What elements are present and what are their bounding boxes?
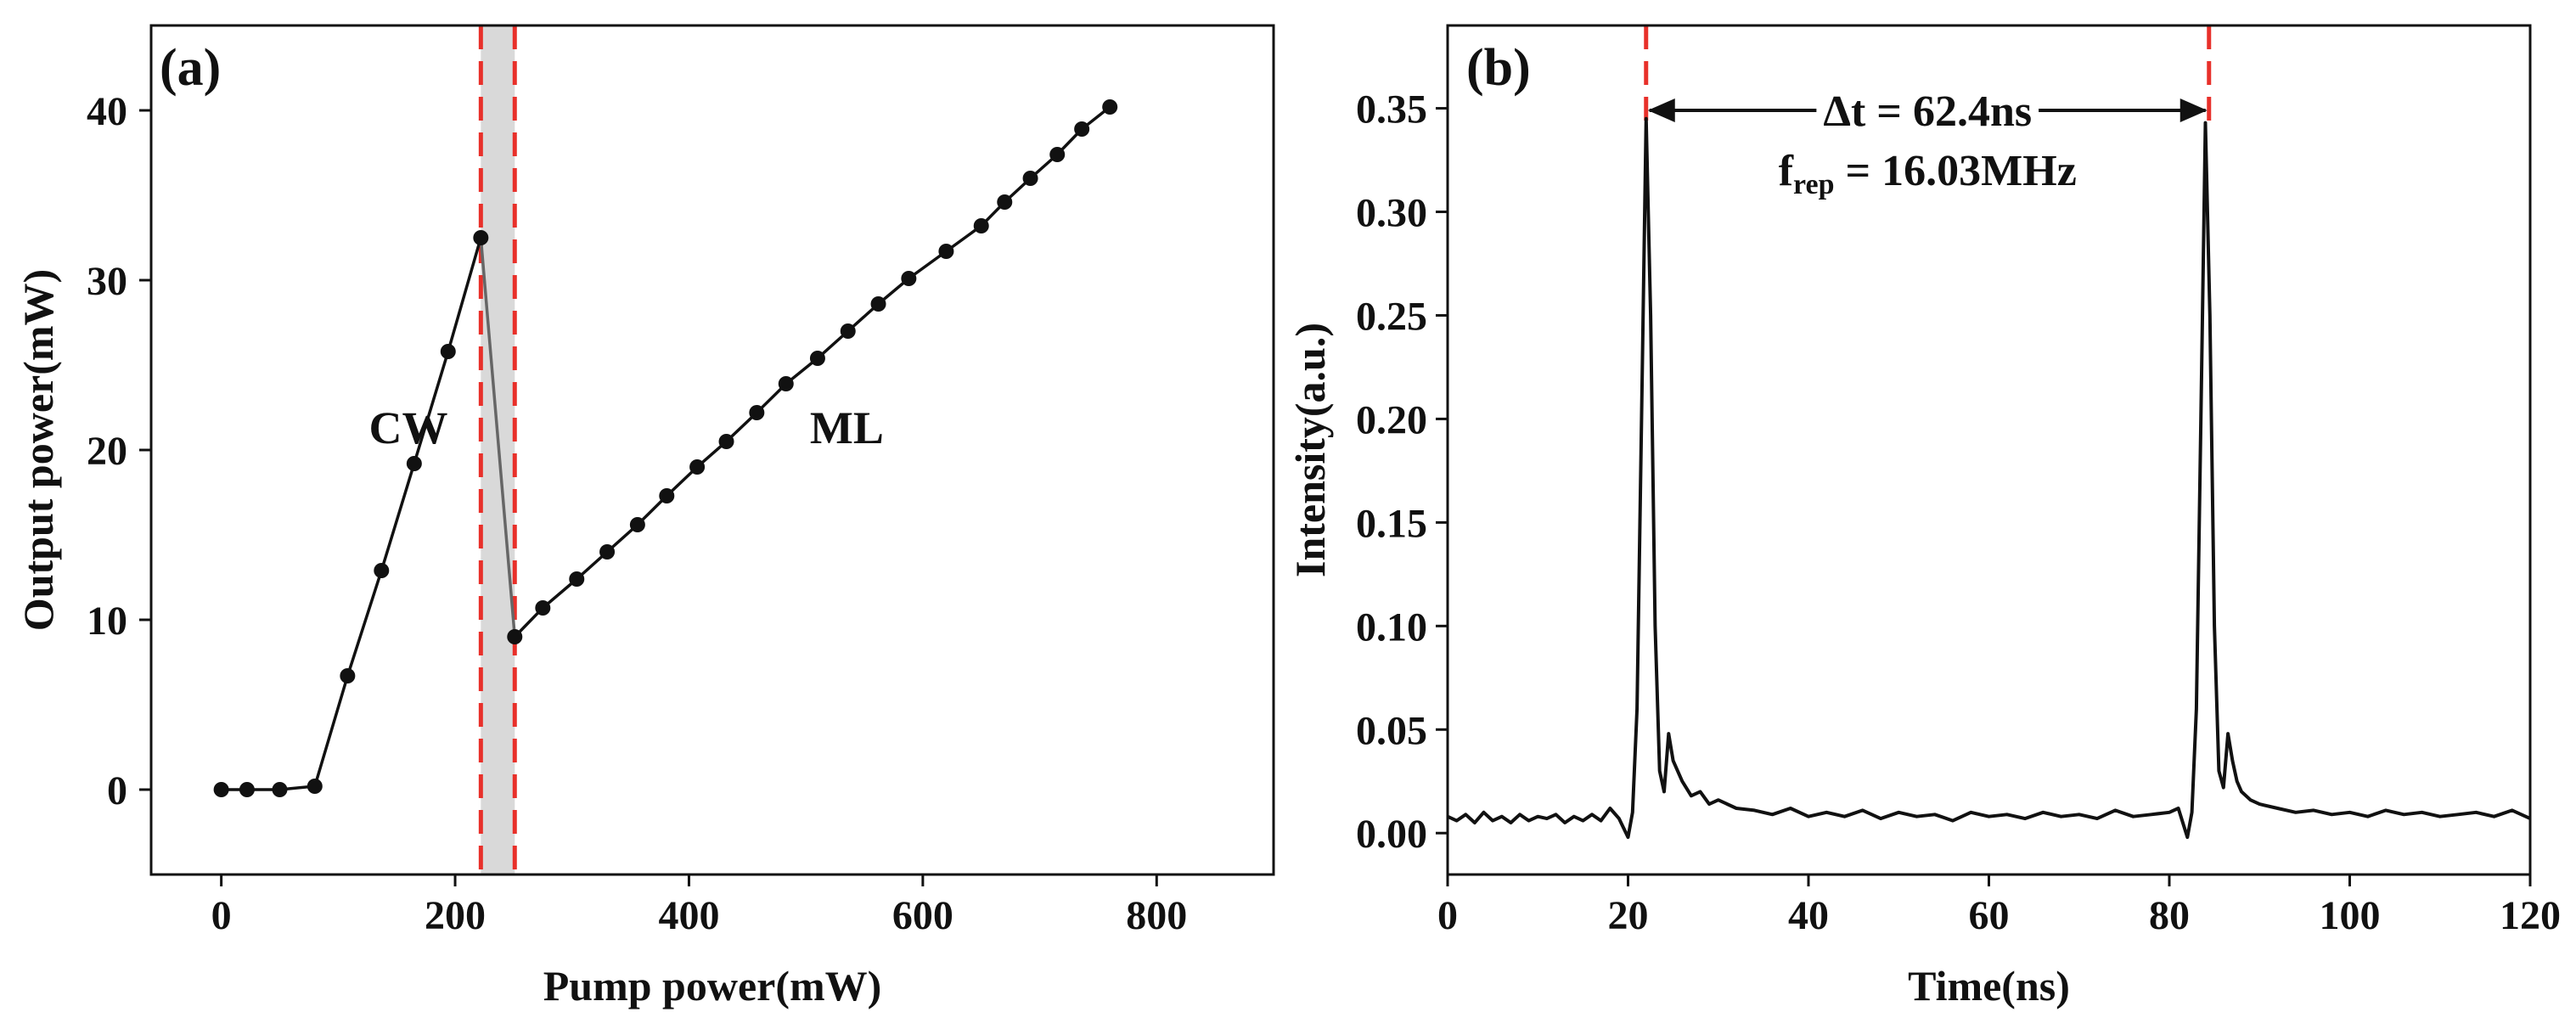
data-point [901,271,917,286]
x-tick-label: 40 [1788,893,1829,938]
data-point [239,782,255,797]
y-tick-label: 20 [87,429,127,474]
data-point [718,434,734,449]
panel-a-y-ticks: 0 10 20 30 40 [87,89,151,813]
data-point [749,405,765,420]
panel-b-x-axis-label: Time(ns) [1908,962,2070,1010]
series-line-transition [479,237,517,638]
x-tick-label: 0 [1437,893,1458,938]
data-point [406,456,422,471]
x-tick-label: 200 [425,893,486,938]
series-line-CW [221,237,482,791]
x-tick-label: 60 [1969,893,2010,938]
x-tick-label: 20 [1608,893,1649,938]
data-point [272,782,288,797]
y-tick-label: 0.10 [1356,605,1427,650]
x-tick-label: 400 [658,893,719,938]
data-point [473,230,489,245]
panel-b-dashed-lines [1644,25,2212,129]
data-point [535,600,551,616]
panel-b: 0 20 40 60 80 100 120 0.00 0.05 0.10 0.15 0.20 0.25… [1286,24,2561,1010]
data-point [659,488,675,503]
data-point [870,296,886,312]
y-tick-label: 0.35 [1356,87,1427,132]
annotation-cw: CW [368,402,447,453]
arrow-head-right [2179,98,2208,122]
data-point [938,244,954,259]
panel-a-y-axis-label: Output power(mW) [14,269,62,631]
freq-subscript: rep [1793,169,1834,200]
freq-value: = 16.03MHz [1835,147,2077,195]
x-tick-label: 120 [2500,893,2561,938]
x-tick-label: 800 [1126,893,1187,938]
panel-a-x-ticks: 0 200 400 600 800 [211,875,1187,938]
data-point [629,517,645,532]
panel-b-y-ticks: 0.00 0.05 0.10 0.15 0.20 0.25 0.30 0.35 [1356,87,1448,857]
x-tick-label: 0 [211,893,232,938]
data-point [973,218,989,233]
data-point [1074,121,1090,137]
annotation-repetition-rate: frep = 16.03MHz [1779,147,2077,200]
panel-a-markers [213,99,1118,797]
data-point [340,668,356,683]
label-backdrop [1816,86,2039,138]
x-tick-label: 100 [2320,893,2381,938]
panel-b-y-axis-label: Intensity(a.u.) [1286,323,1334,577]
pulse-train-line [1447,116,2531,840]
y-tick-label: 0.00 [1356,812,1427,857]
data-point [374,563,390,578]
data-point [1049,147,1066,162]
y-tick-label: 0.30 [1356,191,1427,236]
y-tick-label: 0.20 [1356,397,1427,442]
data-point [1022,171,1038,186]
y-tick-label: 40 [87,89,127,134]
panel-b-x-ticks: 0 20 40 60 80 100 120 [1437,875,2561,938]
y-tick-label: 30 [87,259,127,304]
data-point [997,194,1013,210]
freq-symbol: f [1779,147,1794,195]
annotation-ml: ML [810,402,884,453]
data-point [1102,99,1118,115]
data-point [440,344,456,359]
panel-b-label: (b) [1466,39,1531,97]
y-tick-label: 0.25 [1356,294,1427,339]
data-point [569,571,585,587]
data-point [213,782,229,797]
data-point [809,351,825,366]
panel-a-axes-frame [149,24,1275,876]
data-point [778,376,794,391]
data-point [307,779,323,794]
y-tick-label: 0.05 [1356,708,1427,753]
panel-a-x-axis-label: Pump power(mW) [543,962,882,1010]
y-tick-label: 0 [107,768,127,813]
x-tick-label: 80 [2149,893,2190,938]
y-tick-label: 0.15 [1356,501,1427,546]
annotation-delta-t: Δt = 62.4ns [1823,87,2032,136]
panel-a: 0 200 400 600 800 0 10 20 30 40 (a) CW ML Pump p… [14,24,1275,1010]
y-tick-label: 10 [87,599,127,644]
data-point [599,544,616,560]
panel-a-label: (a) [160,39,221,97]
panel-a-series-lines [221,105,1111,791]
data-point [689,459,706,475]
data-point [840,323,856,339]
arrow-head-left [1647,98,1675,122]
x-tick-label: 600 [892,893,953,938]
data-point [507,629,523,644]
